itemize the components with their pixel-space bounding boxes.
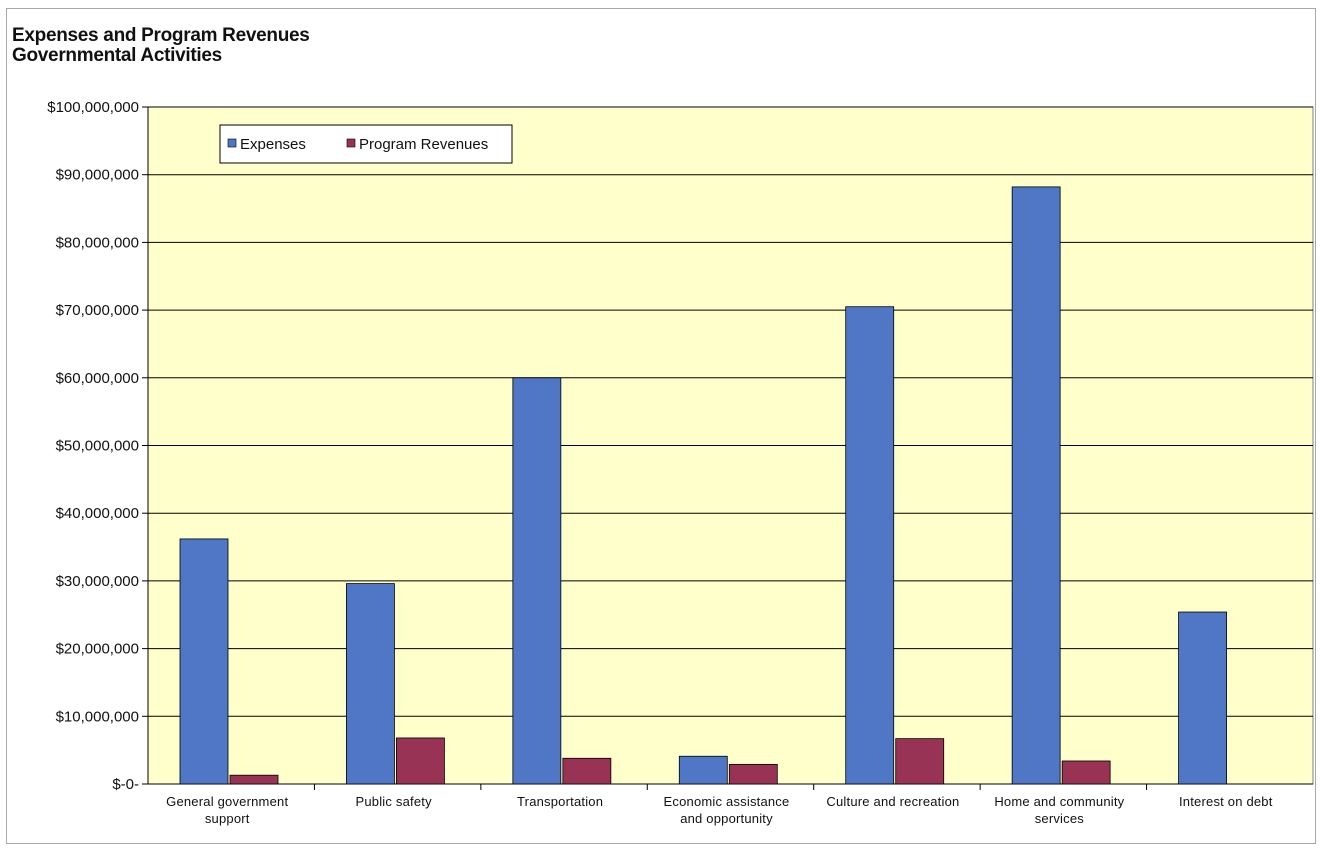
legend-box	[219, 124, 513, 164]
x-category-label: General government	[166, 794, 288, 809]
bar-expenses	[678, 755, 728, 785]
legend-swatch	[346, 138, 356, 148]
bar-program-revenues	[728, 763, 778, 785]
x-category-label: Interest on debt	[1179, 794, 1273, 809]
bar-expenses	[1178, 611, 1227, 785]
chart-titles: Expenses and Program Revenues Government…	[12, 26, 310, 66]
legend: Expenses Program Revenues	[219, 124, 513, 164]
bar-expenses	[845, 306, 895, 785]
bar-program-revenues	[895, 738, 945, 785]
x-category-label: Economic assistance	[664, 794, 790, 809]
y-tick-label: $30,000,000	[56, 573, 139, 590]
y-tick-label: $100,000,000	[47, 99, 139, 116]
x-category-label: Home and community	[994, 794, 1124, 809]
x-category-label: and opportunity	[680, 811, 773, 826]
x-category-label: Transportation	[517, 794, 603, 809]
y-tick-label: $60,000,000	[56, 370, 139, 387]
y-tick-label: $10,000,000	[56, 708, 139, 725]
bar-expenses	[512, 377, 562, 785]
legend-label: Program Revenues	[359, 136, 488, 153]
legend-label: Expenses	[240, 136, 306, 153]
legend-swatch	[227, 138, 237, 148]
x-category-label: Culture and recreation	[826, 794, 959, 809]
y-tick-label: $-0-	[112, 776, 139, 793]
chart-title: Expenses and Program Revenues	[12, 25, 310, 46]
y-tick-label: $80,000,000	[56, 234, 139, 251]
bar-program-revenues	[229, 774, 279, 785]
bar-program-revenues	[1061, 760, 1111, 785]
y-tick-label: $70,000,000	[56, 302, 139, 319]
bar-expenses	[1011, 186, 1061, 785]
y-tick-label: $20,000,000	[56, 641, 139, 658]
y-tick-label: $90,000,000	[56, 167, 139, 184]
x-category-label: Public safety	[355, 794, 432, 809]
bar-program-revenues	[396, 737, 445, 785]
chart-subtitle: Governmental Activities	[12, 45, 222, 66]
x-category-label: services	[1035, 811, 1085, 826]
y-tick-label: $40,000,000	[56, 505, 139, 522]
y-tick-label: $50,000,000	[56, 438, 139, 455]
x-category-label: support	[205, 811, 250, 826]
bar-expenses	[179, 538, 229, 785]
bar-program-revenues	[562, 757, 612, 785]
bar-expenses	[346, 583, 395, 785]
